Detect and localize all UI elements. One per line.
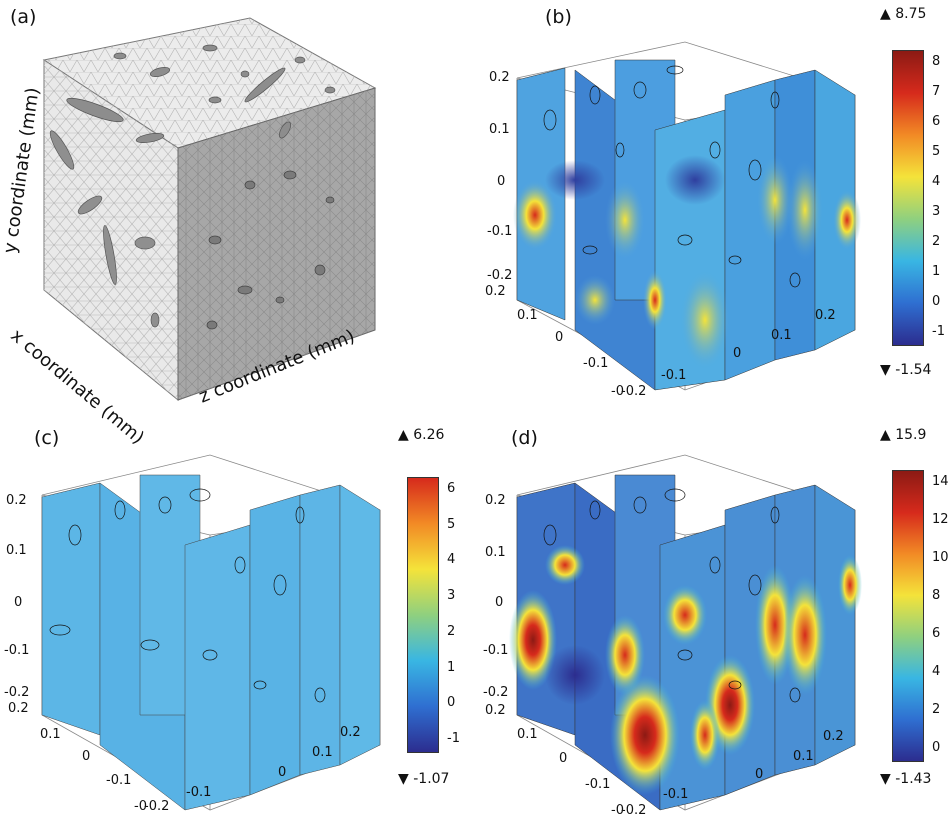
d-ytick-0: 0.2 <box>485 493 506 508</box>
d-ytick-4: -0.2 <box>483 685 509 700</box>
colorbar-d-tick: 6 <box>932 626 941 641</box>
b-ytick-1: 0.1 <box>489 122 510 137</box>
d-ytick-2: 0 <box>495 595 504 610</box>
c-ytick-2: 0 <box>14 595 23 610</box>
c-ztick-3: 0.1 <box>312 745 333 760</box>
b-xtick-1: 0.1 <box>517 308 538 323</box>
colorbar-d-tick: 12 <box>932 512 949 527</box>
d-ytick-3: -0.1 <box>483 643 509 658</box>
max-marker-icon: ▲ <box>880 6 891 22</box>
colorbar-d-tick: 10 <box>932 550 949 565</box>
b-ztick-4: 0.2 <box>815 308 836 323</box>
c-ytick-3: -0.1 <box>4 643 30 658</box>
c-ytick-1: 0.1 <box>6 543 27 558</box>
b-ztick-0: -0.2 <box>621 384 647 399</box>
colorbar-b-tick: 8 <box>932 54 941 69</box>
min-marker-icon: ▼ <box>398 771 409 787</box>
colorbar-c-tick: 6 <box>447 481 456 496</box>
panel-a-label: (a) <box>10 6 37 28</box>
colorbar-d <box>892 470 924 762</box>
colorbar-b-tick: 1 <box>932 264 941 279</box>
c-xtick-1: 0.1 <box>40 727 61 742</box>
colorbar-d-tick: 2 <box>932 702 941 717</box>
d-ztick-0: -0.2 <box>621 803 647 818</box>
c-ztick-0: -0.2 <box>144 799 170 814</box>
c-xtick-2: 0 <box>82 749 91 764</box>
colorbar-c-tick: 3 <box>447 588 456 604</box>
panel-b-label: (b) <box>545 6 572 28</box>
b-xtick-3: -0.1 <box>583 356 609 371</box>
colorbar-b-tick: 0 <box>932 294 941 309</box>
d-min-value: ▼ -1.43 <box>880 771 932 787</box>
min-marker-icon: ▼ <box>880 362 891 378</box>
c-ztick-4: 0.2 <box>340 725 361 740</box>
colorbar-d-tick: 14 <box>932 474 949 489</box>
d-max-value: ▲ 15.9 <box>880 427 927 443</box>
mesh-cube <box>42 17 377 402</box>
colorbar-b-tick: 3 <box>932 204 941 219</box>
colorbar-b-tick: 5 <box>932 144 941 159</box>
b-ytick-3: -0.1 <box>487 224 513 239</box>
b-max-value: ▲ 8.75 <box>880 6 927 22</box>
min-marker-icon: ▼ <box>880 771 891 787</box>
b-xtick-0: 0.2 <box>485 284 506 299</box>
d-xtick-2: 0 <box>559 751 568 766</box>
panel-a: (a) <box>0 0 475 449</box>
c-xtick-3: -0.1 <box>106 773 132 788</box>
c-ztick-1: -0.1 <box>186 785 212 800</box>
d-ztick-2: 0 <box>755 767 764 782</box>
colorbar-b-tick: 6 <box>932 114 941 129</box>
b-ztick-3: 0.1 <box>771 328 792 343</box>
colorbar-c-tick: -1 <box>447 731 460 746</box>
b-ytick-2: 0 <box>497 174 506 189</box>
d-xtick-3: -0.1 <box>585 777 611 792</box>
colorbar-c-tick: 2 <box>447 623 456 639</box>
slice-plot-d <box>509 454 862 811</box>
panel-c-label: (c) <box>34 427 60 449</box>
b-min-value: ▼ -1.54 <box>880 362 932 378</box>
d-ztick-4: 0.2 <box>823 729 844 744</box>
colorbar-c-tick: 1 <box>447 659 456 675</box>
d-xtick-0: 0.2 <box>485 703 506 718</box>
colorbar-d-tick: 8 <box>932 588 941 603</box>
d-xtick-4: -0 <box>611 803 624 818</box>
b-ytick-0: 0.2 <box>489 70 510 85</box>
max-marker-icon: ▲ <box>880 427 891 443</box>
c-min-value: ▼ -1.07 <box>398 771 450 787</box>
c-max-value: ▲ 6.26 <box>398 427 445 443</box>
colorbar-c-tick: 5 <box>447 516 456 532</box>
colorbar-b-tick: 2 <box>932 234 941 249</box>
panel-c: (c) 0.2 0.1 0 -0.1 -0.2 0.2 0.1 0 <box>0 415 475 830</box>
c-xtick-4: -0 <box>134 799 147 814</box>
colorbar-c-tick: 4 <box>447 552 456 568</box>
b-ztick-2: 0 <box>733 346 742 361</box>
colorbar-c <box>407 477 439 753</box>
c-xtick-0: 0.2 <box>8 701 29 716</box>
d-ytick-1: 0.1 <box>485 545 506 560</box>
colorbar-b-tick: 7 <box>932 84 941 99</box>
slice-plot-c <box>41 454 381 811</box>
colorbar-d-tick: 0 <box>932 740 941 755</box>
b-ztick-1: -0.1 <box>661 368 687 383</box>
colorbar-c-tick: 0 <box>447 695 456 711</box>
b-xtick-2: 0 <box>555 330 564 345</box>
c-ytick-0: 0.2 <box>6 493 27 508</box>
max-marker-icon: ▲ <box>398 427 409 443</box>
c-ztick-2: 0 <box>278 765 287 780</box>
panel-d-label: (d) <box>511 427 538 449</box>
b-ytick-4: -0.2 <box>487 268 513 283</box>
colorbar-d-tick: 4 <box>932 664 941 679</box>
d-xtick-1: 0.1 <box>517 727 538 742</box>
slice-plot-b <box>513 41 861 391</box>
d-ztick-3: 0.1 <box>793 749 814 764</box>
panel-d: (d) <box>475 415 950 830</box>
panel-b: (b) <box>475 0 950 415</box>
colorbar-b-tick: -1 <box>932 324 945 339</box>
d-ztick-1: -0.1 <box>663 787 689 802</box>
c-ytick-4: -0.2 <box>4 685 30 700</box>
colorbar-b <box>892 50 924 346</box>
colorbar-b-tick: 4 <box>932 174 941 189</box>
b-xtick-4: -0 <box>611 384 624 399</box>
